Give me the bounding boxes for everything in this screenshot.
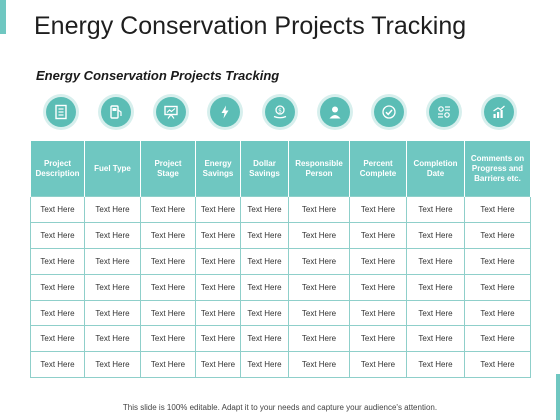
fuel-pump-icon xyxy=(101,97,131,127)
header-cell: Responsible Person xyxy=(288,141,350,197)
table-cell[interactable]: Text Here xyxy=(195,351,241,379)
table-row: Text Here Text Here Text Here Text Here … xyxy=(30,325,531,353)
slide-title: Energy Conservation Projects Tracking xyxy=(34,12,467,40)
table-cell[interactable]: Text Here xyxy=(464,247,531,275)
table-cell[interactable]: Text Here xyxy=(240,247,289,275)
table-cell[interactable]: Text Here xyxy=(406,299,465,327)
calendar-settings-icon xyxy=(429,97,459,127)
table-cell[interactable]: Text Here xyxy=(30,325,85,353)
table-cell[interactable]: Text Here xyxy=(288,247,350,275)
icon-row: $ xyxy=(30,97,530,131)
table-cell[interactable]: Text Here xyxy=(349,221,407,249)
presentation-board-icon xyxy=(156,97,186,127)
table-cell[interactable]: Text Here xyxy=(406,325,465,353)
table-header-row: Project Description Fuel Type Project St… xyxy=(30,141,531,197)
table-cell[interactable]: Text Here xyxy=(349,247,407,275)
table-row: Text Here Text Here Text Here Text Here … xyxy=(30,221,531,249)
table-cell[interactable]: Text Here xyxy=(464,351,531,379)
header-cell: Comments on Progress and Barriers etc. xyxy=(464,141,531,197)
table-cell[interactable]: Text Here xyxy=(84,325,141,353)
table-cell[interactable]: Text Here xyxy=(288,273,350,301)
table-cell[interactable]: Text Here xyxy=(288,325,350,353)
table-cell[interactable]: Text Here xyxy=(30,299,85,327)
table-cell[interactable]: Text Here xyxy=(240,299,289,327)
table-cell[interactable]: Text Here xyxy=(406,196,465,223)
table-cell[interactable]: Text Here xyxy=(288,221,350,249)
table-row: Text Here Text Here Text Here Text Here … xyxy=(30,273,531,301)
table-cell[interactable]: Text Here xyxy=(195,325,241,353)
table-cell[interactable]: Text Here xyxy=(140,325,196,353)
table-cell[interactable]: Text Here xyxy=(464,325,531,353)
table-cell[interactable]: Text Here xyxy=(406,351,465,379)
growth-chart-icon xyxy=(484,97,514,127)
table-cell[interactable]: Text Here xyxy=(30,273,85,301)
table-cell[interactable]: Text Here xyxy=(140,299,196,327)
table-row: Text Here Text Here Text Here Text Here … xyxy=(30,351,531,379)
table-subtitle: Energy Conservation Projects Tracking xyxy=(36,68,280,83)
projects-table: Project Description Fuel Type Project St… xyxy=(30,141,531,379)
document-icon xyxy=(46,97,76,127)
table-cell[interactable]: Text Here xyxy=(140,221,196,249)
header-cell: Completion Date xyxy=(406,141,465,197)
table-cell[interactable]: Text Here xyxy=(140,196,196,223)
table-cell[interactable]: Text Here xyxy=(349,299,407,327)
table-cell[interactable]: Text Here xyxy=(30,247,85,275)
table-cell[interactable]: Text Here xyxy=(240,196,289,223)
svg-text:$: $ xyxy=(278,107,282,114)
table-cell[interactable]: Text Here xyxy=(195,247,241,275)
table-cell[interactable]: Text Here xyxy=(240,351,289,379)
table-cell[interactable]: Text Here xyxy=(240,221,289,249)
table-cell[interactable]: Text Here xyxy=(195,196,241,223)
header-cell: Project Stage xyxy=(140,141,196,197)
table-cell[interactable]: Text Here xyxy=(84,299,141,327)
table-cell[interactable]: Text Here xyxy=(84,351,141,379)
table-cell[interactable]: Text Here xyxy=(406,221,465,249)
table-cell[interactable]: Text Here xyxy=(464,221,531,249)
table-cell[interactable]: Text Here xyxy=(288,196,350,223)
table-cell[interactable]: Text Here xyxy=(349,351,407,379)
dollar-hand-icon: $ xyxy=(265,97,295,127)
table-cell[interactable]: Text Here xyxy=(288,299,350,327)
table-cell[interactable]: Text Here xyxy=(349,273,407,301)
header-cell: Dollar Savings xyxy=(240,141,289,197)
table-cell[interactable]: Text Here xyxy=(30,221,85,249)
table-cell[interactable]: Text Here xyxy=(140,351,196,379)
header-cell: Percent Complete xyxy=(349,141,407,197)
accent-bar xyxy=(0,0,6,34)
table-row: Text Here Text Here Text Here Text Here … xyxy=(30,299,531,327)
table-cell[interactable]: Text Here xyxy=(349,196,407,223)
table-row: Text Here Text Here Text Here Text Here … xyxy=(30,196,531,223)
table-cell[interactable]: Text Here xyxy=(240,273,289,301)
table-cell[interactable]: Text Here xyxy=(464,299,531,327)
table-cell[interactable]: Text Here xyxy=(464,196,531,223)
energy-savings-icon xyxy=(210,97,240,127)
table-cell[interactable]: Text Here xyxy=(464,273,531,301)
table-cell[interactable]: Text Here xyxy=(349,325,407,353)
table-cell[interactable]: Text Here xyxy=(195,273,241,301)
person-icon xyxy=(320,97,350,127)
table-cell[interactable]: Text Here xyxy=(84,221,141,249)
table-cell[interactable]: Text Here xyxy=(288,351,350,379)
table-cell[interactable]: Text Here xyxy=(195,299,241,327)
accent-bar-right xyxy=(556,374,560,420)
table-cell[interactable]: Text Here xyxy=(84,247,141,275)
table-cell[interactable]: Text Here xyxy=(406,247,465,275)
table-cell[interactable]: Text Here xyxy=(84,196,141,223)
table-cell[interactable]: Text Here xyxy=(140,273,196,301)
table-cell[interactable]: Text Here xyxy=(406,273,465,301)
table-cell[interactable]: Text Here xyxy=(140,247,196,275)
table-cell[interactable]: Text Here xyxy=(240,325,289,353)
checkmark-icon xyxy=(374,97,404,127)
footer-note: This slide is 100% editable. Adapt it to… xyxy=(122,403,438,412)
table-cell[interactable]: Text Here xyxy=(30,351,85,379)
table-cell[interactable]: Text Here xyxy=(195,221,241,249)
header-cell: Fuel Type xyxy=(84,141,141,197)
table-cell[interactable]: Text Here xyxy=(30,196,85,223)
table-row: Text Here Text Here Text Here Text Here … xyxy=(30,247,531,275)
header-cell: Project Description xyxy=(30,141,85,197)
header-cell: Energy Savings xyxy=(195,141,241,197)
table-cell[interactable]: Text Here xyxy=(84,273,141,301)
